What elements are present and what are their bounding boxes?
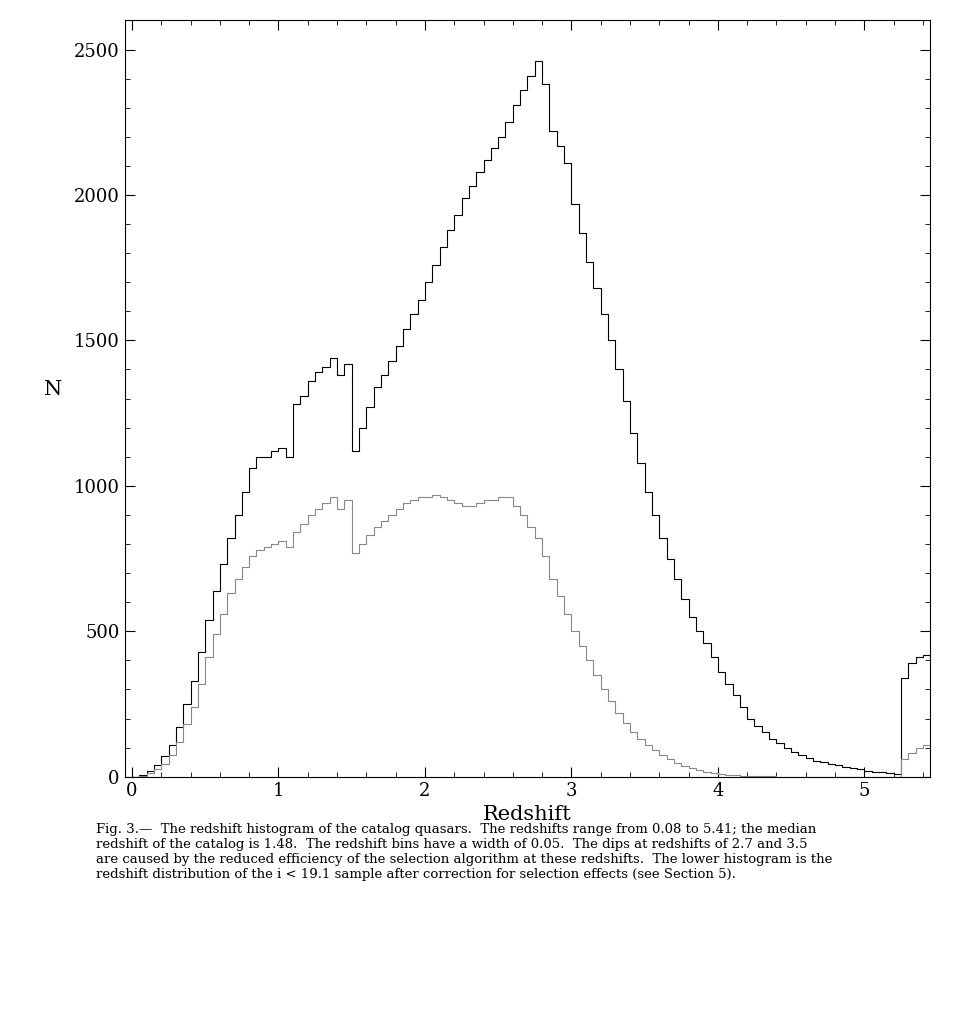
Text: Fig. 3.—  The redshift histogram of the catalog quasars.  The redshifts range fr: Fig. 3.— The redshift histogram of the c… (96, 823, 832, 881)
X-axis label: Redshift: Redshift (483, 805, 572, 824)
Y-axis label: N: N (44, 379, 62, 399)
